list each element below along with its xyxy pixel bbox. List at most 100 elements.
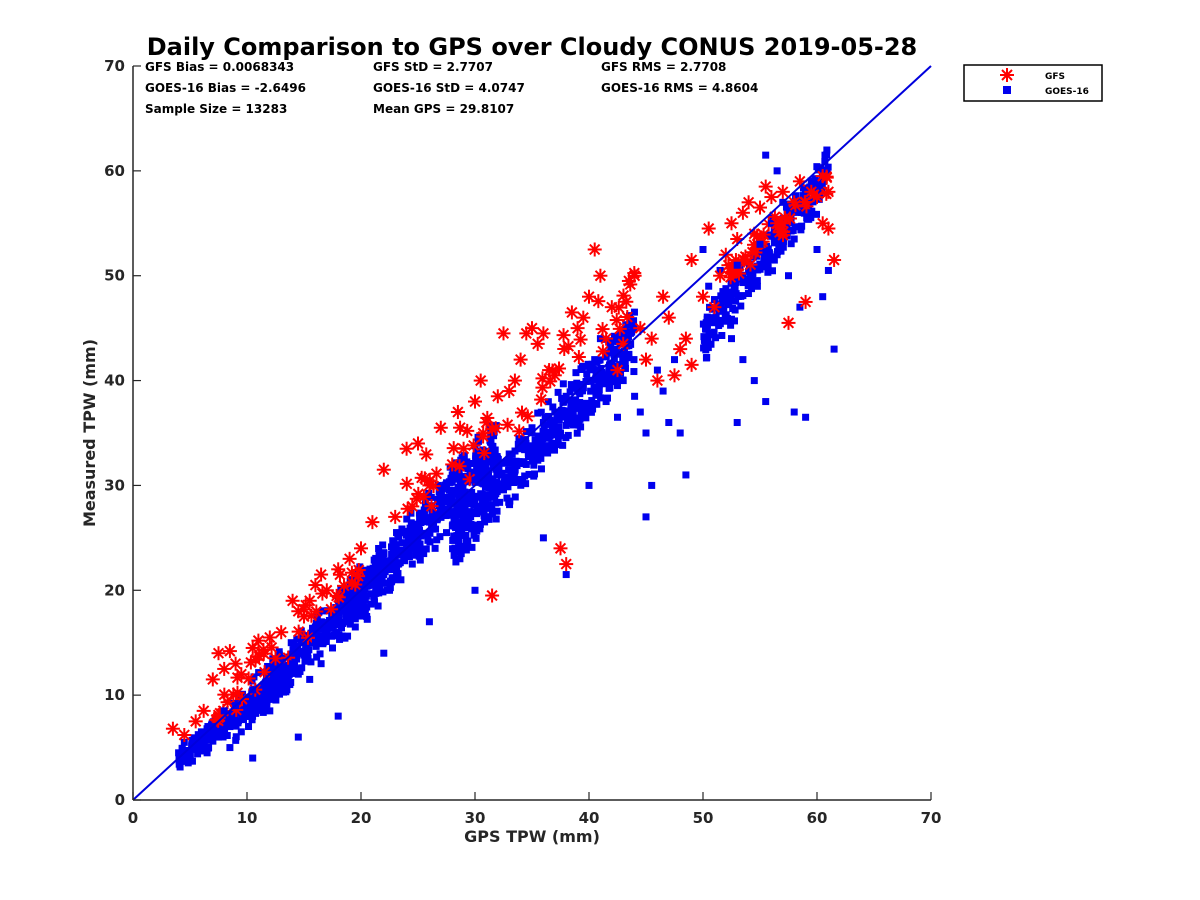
goes16-point xyxy=(234,719,242,727)
goes16-point xyxy=(421,500,429,508)
gfs-point xyxy=(547,368,562,383)
goes16-point xyxy=(496,498,504,506)
goes16-point xyxy=(796,303,804,311)
goes16-point xyxy=(374,577,382,585)
goes16-point xyxy=(746,270,754,278)
goes16-point xyxy=(276,690,284,698)
goes16-point xyxy=(547,443,555,451)
goes16-point xyxy=(379,588,387,596)
x-axis-label: GPS TPW (mm) xyxy=(464,827,600,846)
goes16-point xyxy=(473,506,481,514)
goes16-point xyxy=(728,335,735,343)
goes16-point xyxy=(548,439,556,447)
gfs-point xyxy=(331,590,346,605)
goes16-point xyxy=(464,537,472,545)
goes16-point xyxy=(807,209,815,217)
goes16-point xyxy=(605,366,613,374)
goes16-point xyxy=(496,484,504,492)
goes16-point xyxy=(329,644,336,652)
goes16-point xyxy=(415,509,423,517)
goes16-point xyxy=(522,439,530,447)
goes16-point xyxy=(457,503,465,511)
goes16-point xyxy=(477,502,485,510)
goes16-point xyxy=(540,431,548,439)
goes16-point xyxy=(787,227,795,235)
goes16-point xyxy=(540,427,548,435)
gfs-point xyxy=(496,326,511,341)
goes16-point xyxy=(346,620,354,628)
goes16-point xyxy=(263,685,271,693)
goes16-point xyxy=(494,455,502,463)
axis-ticks: 0 10 20 30 40 50 60 70 0 10 20 30 40 50 60 70 xyxy=(104,57,941,827)
goes16-point xyxy=(259,690,267,698)
gfs-point xyxy=(684,252,699,267)
goes16-point xyxy=(700,344,708,352)
goes16-point xyxy=(465,500,473,508)
goes16-point xyxy=(811,175,819,183)
gfs-point xyxy=(297,609,311,624)
gfs-point xyxy=(520,409,535,424)
goes16-point xyxy=(569,383,577,391)
gfs-point xyxy=(354,541,368,556)
goes16-point xyxy=(307,629,315,637)
goes16-point xyxy=(181,751,189,759)
goes16-point xyxy=(459,484,467,492)
goes16-point xyxy=(447,508,455,516)
goes16-point xyxy=(593,366,601,374)
goes16-point xyxy=(492,515,500,523)
goes16-point xyxy=(732,297,740,305)
goes16-point xyxy=(521,472,529,480)
gfs-point xyxy=(453,420,468,435)
goes16-point xyxy=(363,575,371,583)
goes16-point xyxy=(380,649,388,657)
goes16-point xyxy=(454,483,462,491)
x-tick-label: 40 xyxy=(579,809,600,827)
goes16-point xyxy=(319,640,327,648)
goes16-point xyxy=(502,459,510,467)
goes16-point xyxy=(762,398,770,406)
goes16-point xyxy=(630,356,638,364)
goes16-point xyxy=(528,448,536,456)
gfs-point xyxy=(473,373,488,388)
goes16-point xyxy=(671,356,678,364)
gfs-point xyxy=(775,184,790,199)
goes16-point xyxy=(318,632,326,640)
goes16-point xyxy=(544,412,552,420)
goes16-point xyxy=(621,364,629,372)
goes16-point xyxy=(594,375,602,383)
goes16-point xyxy=(630,308,638,316)
goes16-point xyxy=(583,370,591,378)
gfs-point xyxy=(342,551,357,566)
goes16-point xyxy=(710,296,718,304)
gfs-point xyxy=(735,205,750,220)
goes16-point xyxy=(422,504,430,512)
goes16-point xyxy=(279,676,287,684)
goes16-point xyxy=(515,458,523,466)
goes16-point xyxy=(593,400,601,408)
legend-gfs-marker xyxy=(1000,68,1014,82)
goes16-point xyxy=(468,543,476,551)
gfs-point xyxy=(217,661,232,676)
goes16-point xyxy=(605,349,613,357)
goes16-point xyxy=(253,706,261,714)
goes16-point xyxy=(790,235,798,243)
goes16-point xyxy=(506,497,514,505)
goes16-point xyxy=(363,613,371,620)
goes16-point xyxy=(351,599,359,607)
goes16-point xyxy=(311,634,319,642)
gfs-point xyxy=(268,651,283,666)
goes16-point xyxy=(554,388,562,396)
goes16-point xyxy=(562,412,570,420)
goes16-point xyxy=(429,507,437,515)
goes16-point xyxy=(764,268,772,276)
goes16-point xyxy=(500,481,507,489)
goes16-point xyxy=(465,508,473,516)
goes16-point xyxy=(430,514,438,522)
goes16-point xyxy=(659,387,667,395)
goes16-point xyxy=(397,576,405,584)
goes16-point xyxy=(306,639,314,647)
goes16-point xyxy=(386,586,393,594)
goes16-point xyxy=(448,492,456,500)
x-tick-label: 50 xyxy=(693,809,714,827)
goes16-point xyxy=(476,520,484,528)
